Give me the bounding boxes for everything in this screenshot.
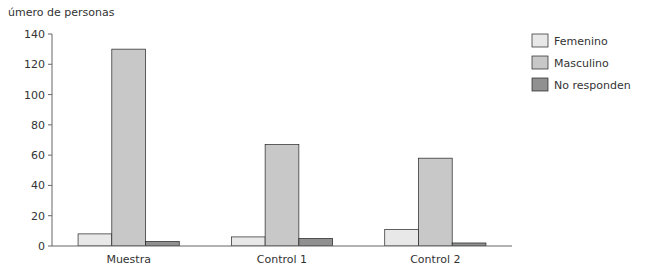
y-tick-label: 0 [38, 240, 45, 253]
y-tick [48, 246, 52, 247]
y-label: úmero de personas [8, 6, 115, 19]
bar [146, 241, 180, 246]
x-axis-line [52, 246, 512, 247]
legend-swatch [532, 34, 548, 47]
y-tick-label: 120 [24, 58, 45, 71]
bar [299, 238, 333, 246]
y-tick-label: 60 [31, 149, 45, 162]
y-tick-label: 140 [24, 28, 45, 41]
legend-label: No responden [554, 79, 631, 92]
bars [78, 49, 486, 246]
bar [385, 229, 419, 246]
y-axis: 0 20 40 60 80 100 120 140 [24, 28, 52, 253]
legend-swatch [532, 56, 548, 69]
y-tick [48, 185, 52, 186]
y-tick-label: 40 [31, 179, 45, 192]
bar [112, 49, 146, 246]
legend: Femenino Masculino No responden [532, 34, 631, 92]
bar [265, 145, 299, 246]
y-tick [48, 155, 52, 156]
x-tick-label: Control 2 [410, 253, 460, 266]
bar [418, 158, 452, 246]
y-tick-label: 20 [31, 210, 45, 223]
x-tick-label: Muestra [106, 253, 151, 266]
bar [231, 237, 265, 246]
bar [78, 234, 112, 246]
legend-label: Femenino [554, 35, 608, 48]
x-tick-label: Control 1 [257, 253, 307, 266]
y-tick [48, 215, 52, 216]
x-axis: Muestra Control 1 Control 2 [52, 246, 512, 266]
y-tick-label: 80 [31, 119, 45, 132]
legend-label: Masculino [554, 57, 609, 70]
y-tick-label: 100 [24, 89, 45, 102]
y-axis-line [52, 34, 53, 246]
chart: 0 20 40 60 80 100 120 140 úmero de personas Muest… [0, 0, 672, 278]
y-tick [48, 34, 52, 35]
legend-swatch [532, 78, 548, 91]
y-tick [48, 64, 52, 65]
y-tick [48, 124, 52, 125]
y-tick [48, 94, 52, 95]
